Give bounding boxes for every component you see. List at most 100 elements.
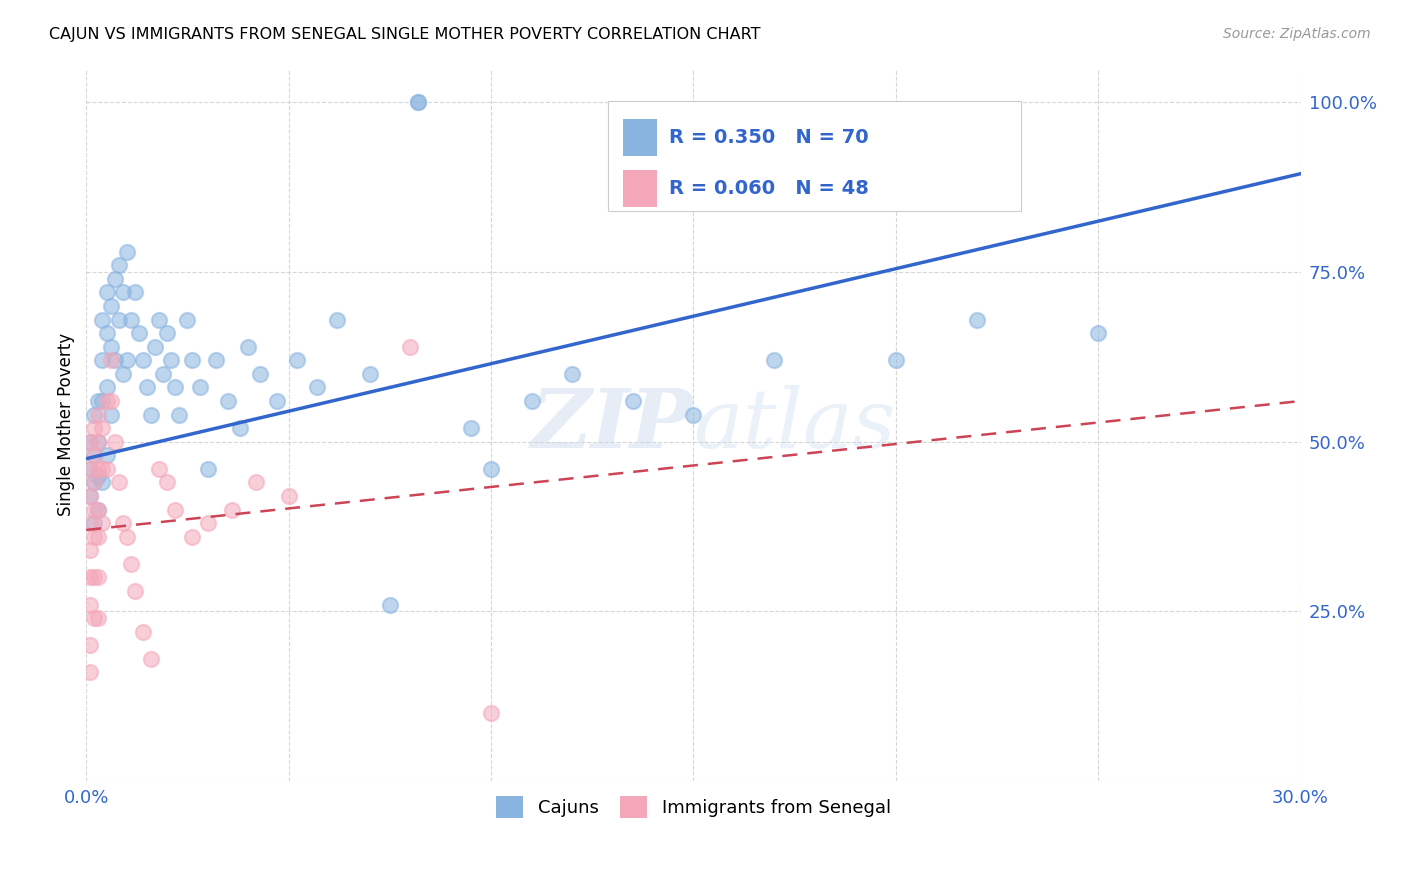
Point [111, 285, 134, 300]
Point [176, 312, 198, 326]
Point [520, 394, 543, 409]
Text: R = 0.060   N = 48: R = 0.060 N = 48 [669, 179, 869, 198]
Text: ZIP: ZIP [531, 384, 693, 465]
Point [115, 530, 138, 544]
Legend: Cajuns, Immigrants from Senegal: Cajuns, Immigrants from Senegal [489, 789, 898, 825]
Point [83, 516, 105, 530]
Point [79, 462, 101, 476]
Point [96, 448, 118, 462]
Bar [623, 119, 657, 155]
Point [115, 244, 138, 259]
Point [763, 353, 786, 368]
Point [100, 299, 122, 313]
Point [79, 434, 101, 449]
Point [221, 502, 243, 516]
Point [406, 95, 429, 110]
Point [83, 502, 105, 516]
Point [460, 421, 482, 435]
Point [204, 353, 226, 368]
Point [79, 462, 101, 476]
Point [87, 434, 110, 449]
Point [87, 530, 110, 544]
Point [277, 489, 299, 503]
Point [1087, 326, 1109, 340]
Point [96, 462, 118, 476]
Point [87, 462, 110, 476]
Point [87, 570, 110, 584]
Point [96, 285, 118, 300]
Point [104, 434, 127, 449]
Point [87, 408, 110, 422]
Point [245, 475, 267, 490]
Point [96, 326, 118, 340]
Text: R = 0.350   N = 70: R = 0.350 N = 70 [669, 128, 869, 146]
Point [561, 367, 583, 381]
Point [266, 394, 288, 409]
Point [120, 557, 142, 571]
Point [124, 285, 146, 300]
Point [79, 543, 101, 558]
Point [87, 468, 110, 483]
Point [91, 475, 114, 490]
Point [378, 598, 401, 612]
Point [107, 258, 129, 272]
Point [111, 516, 134, 530]
Point [87, 434, 110, 449]
Point [87, 611, 110, 625]
Point [621, 394, 644, 409]
Text: atlas: atlas [693, 384, 896, 465]
Point [136, 380, 159, 394]
Point [83, 475, 105, 490]
Point [326, 312, 349, 326]
Point [132, 624, 155, 639]
Point [682, 408, 704, 422]
Point [229, 421, 252, 435]
Point [132, 353, 155, 368]
Point [91, 353, 114, 368]
Point [83, 408, 105, 422]
Point [305, 380, 328, 394]
Point [96, 394, 118, 409]
Point [79, 489, 101, 503]
Point [479, 706, 502, 720]
Point [100, 340, 122, 354]
Point [148, 462, 170, 476]
Point [165, 502, 187, 516]
Point [100, 408, 122, 422]
Point [104, 272, 127, 286]
Point [100, 353, 122, 368]
Point [104, 353, 127, 368]
Point [165, 380, 187, 394]
Point [152, 367, 174, 381]
Text: Source: ZipAtlas.com: Source: ZipAtlas.com [1223, 27, 1371, 41]
Point [238, 340, 260, 354]
Bar [623, 170, 657, 208]
Point [197, 462, 219, 476]
Point [107, 475, 129, 490]
Point [160, 353, 183, 368]
Point [359, 367, 381, 381]
Point [87, 502, 110, 516]
Point [91, 312, 114, 326]
Point [83, 611, 105, 625]
Point [148, 312, 170, 326]
Point [91, 462, 114, 476]
Point [249, 367, 271, 381]
Point [100, 394, 122, 409]
Point [188, 380, 211, 394]
Point [83, 448, 105, 462]
Point [79, 638, 101, 652]
Point [79, 489, 101, 503]
Point [966, 312, 988, 326]
Point [156, 475, 179, 490]
Point [83, 570, 105, 584]
Point [128, 326, 150, 340]
Point [884, 353, 907, 368]
Point [406, 95, 429, 110]
Point [217, 394, 239, 409]
Point [79, 516, 101, 530]
Point [180, 353, 202, 368]
Point [197, 516, 219, 530]
Point [180, 530, 202, 544]
Point [120, 312, 142, 326]
